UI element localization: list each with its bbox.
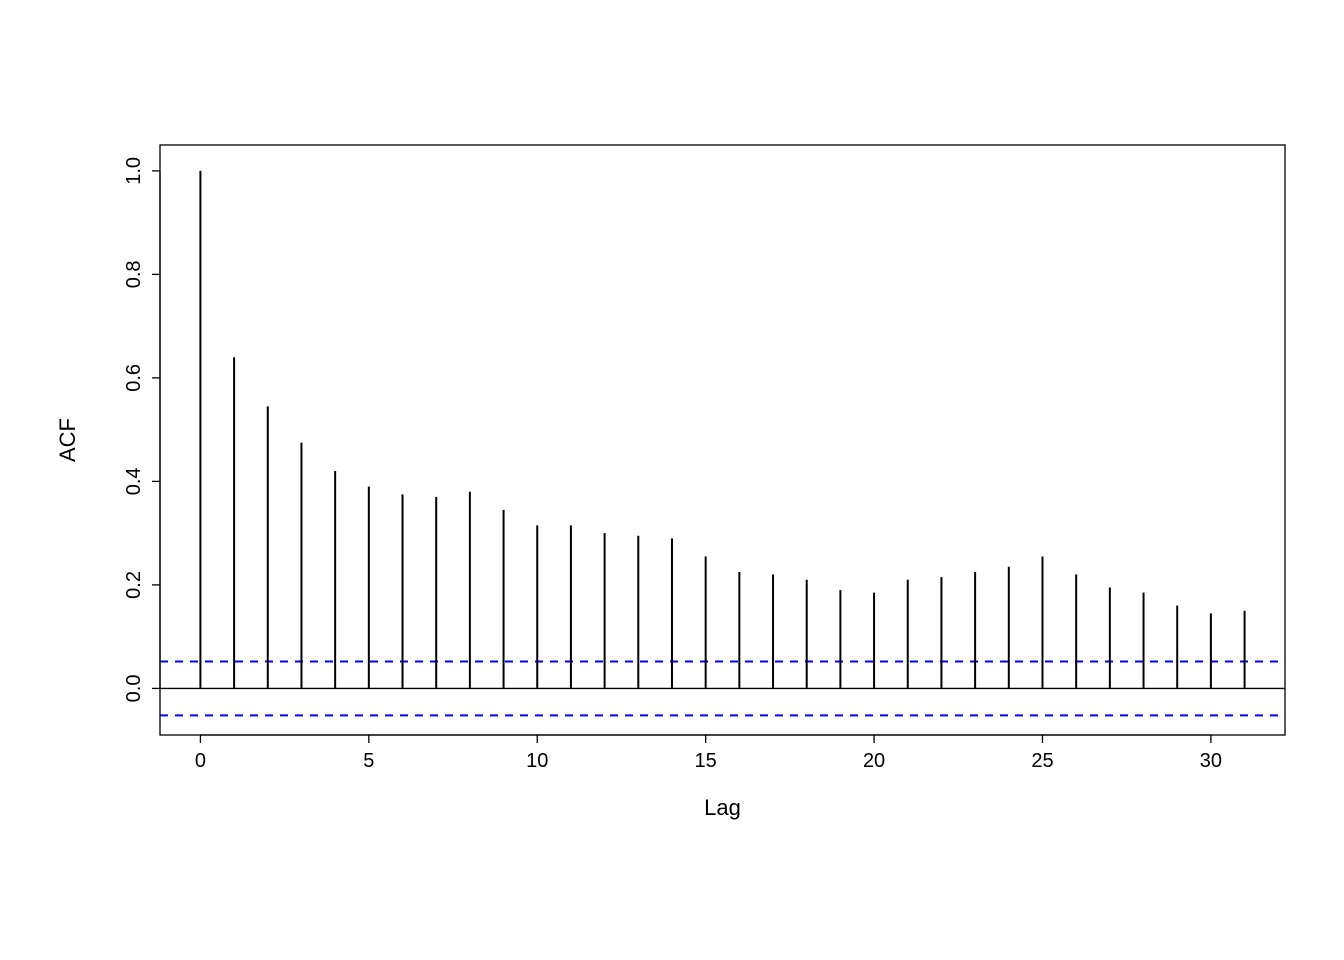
y-tick-label: 0.6 <box>123 364 145 392</box>
x-tick-label: 5 <box>363 750 374 772</box>
y-tick-label: 0.2 <box>123 571 145 599</box>
x-tick-label: 0 <box>195 750 206 772</box>
y-tick-label: 1.0 <box>123 157 145 185</box>
x-tick-label: 10 <box>526 750 548 772</box>
acf-correlogram: 0 5 10 15 20 25 30 0.0 0.2 0.4 0.6 0.8 1.0 Lag ACF <box>0 0 1344 960</box>
y-tick-label: 0.8 <box>123 260 145 288</box>
x-axis-title: Lag <box>704 795 741 820</box>
y-tick-label: 0.4 <box>123 467 145 495</box>
y-tick-label: 0.0 <box>123 675 145 703</box>
chart-background <box>0 0 1344 960</box>
x-tick-label: 20 <box>863 750 885 772</box>
x-tick-label: 30 <box>1200 750 1222 772</box>
x-tick-label: 25 <box>1031 750 1053 772</box>
x-tick-label: 15 <box>695 750 717 772</box>
y-axis-title: ACF <box>55 418 80 462</box>
